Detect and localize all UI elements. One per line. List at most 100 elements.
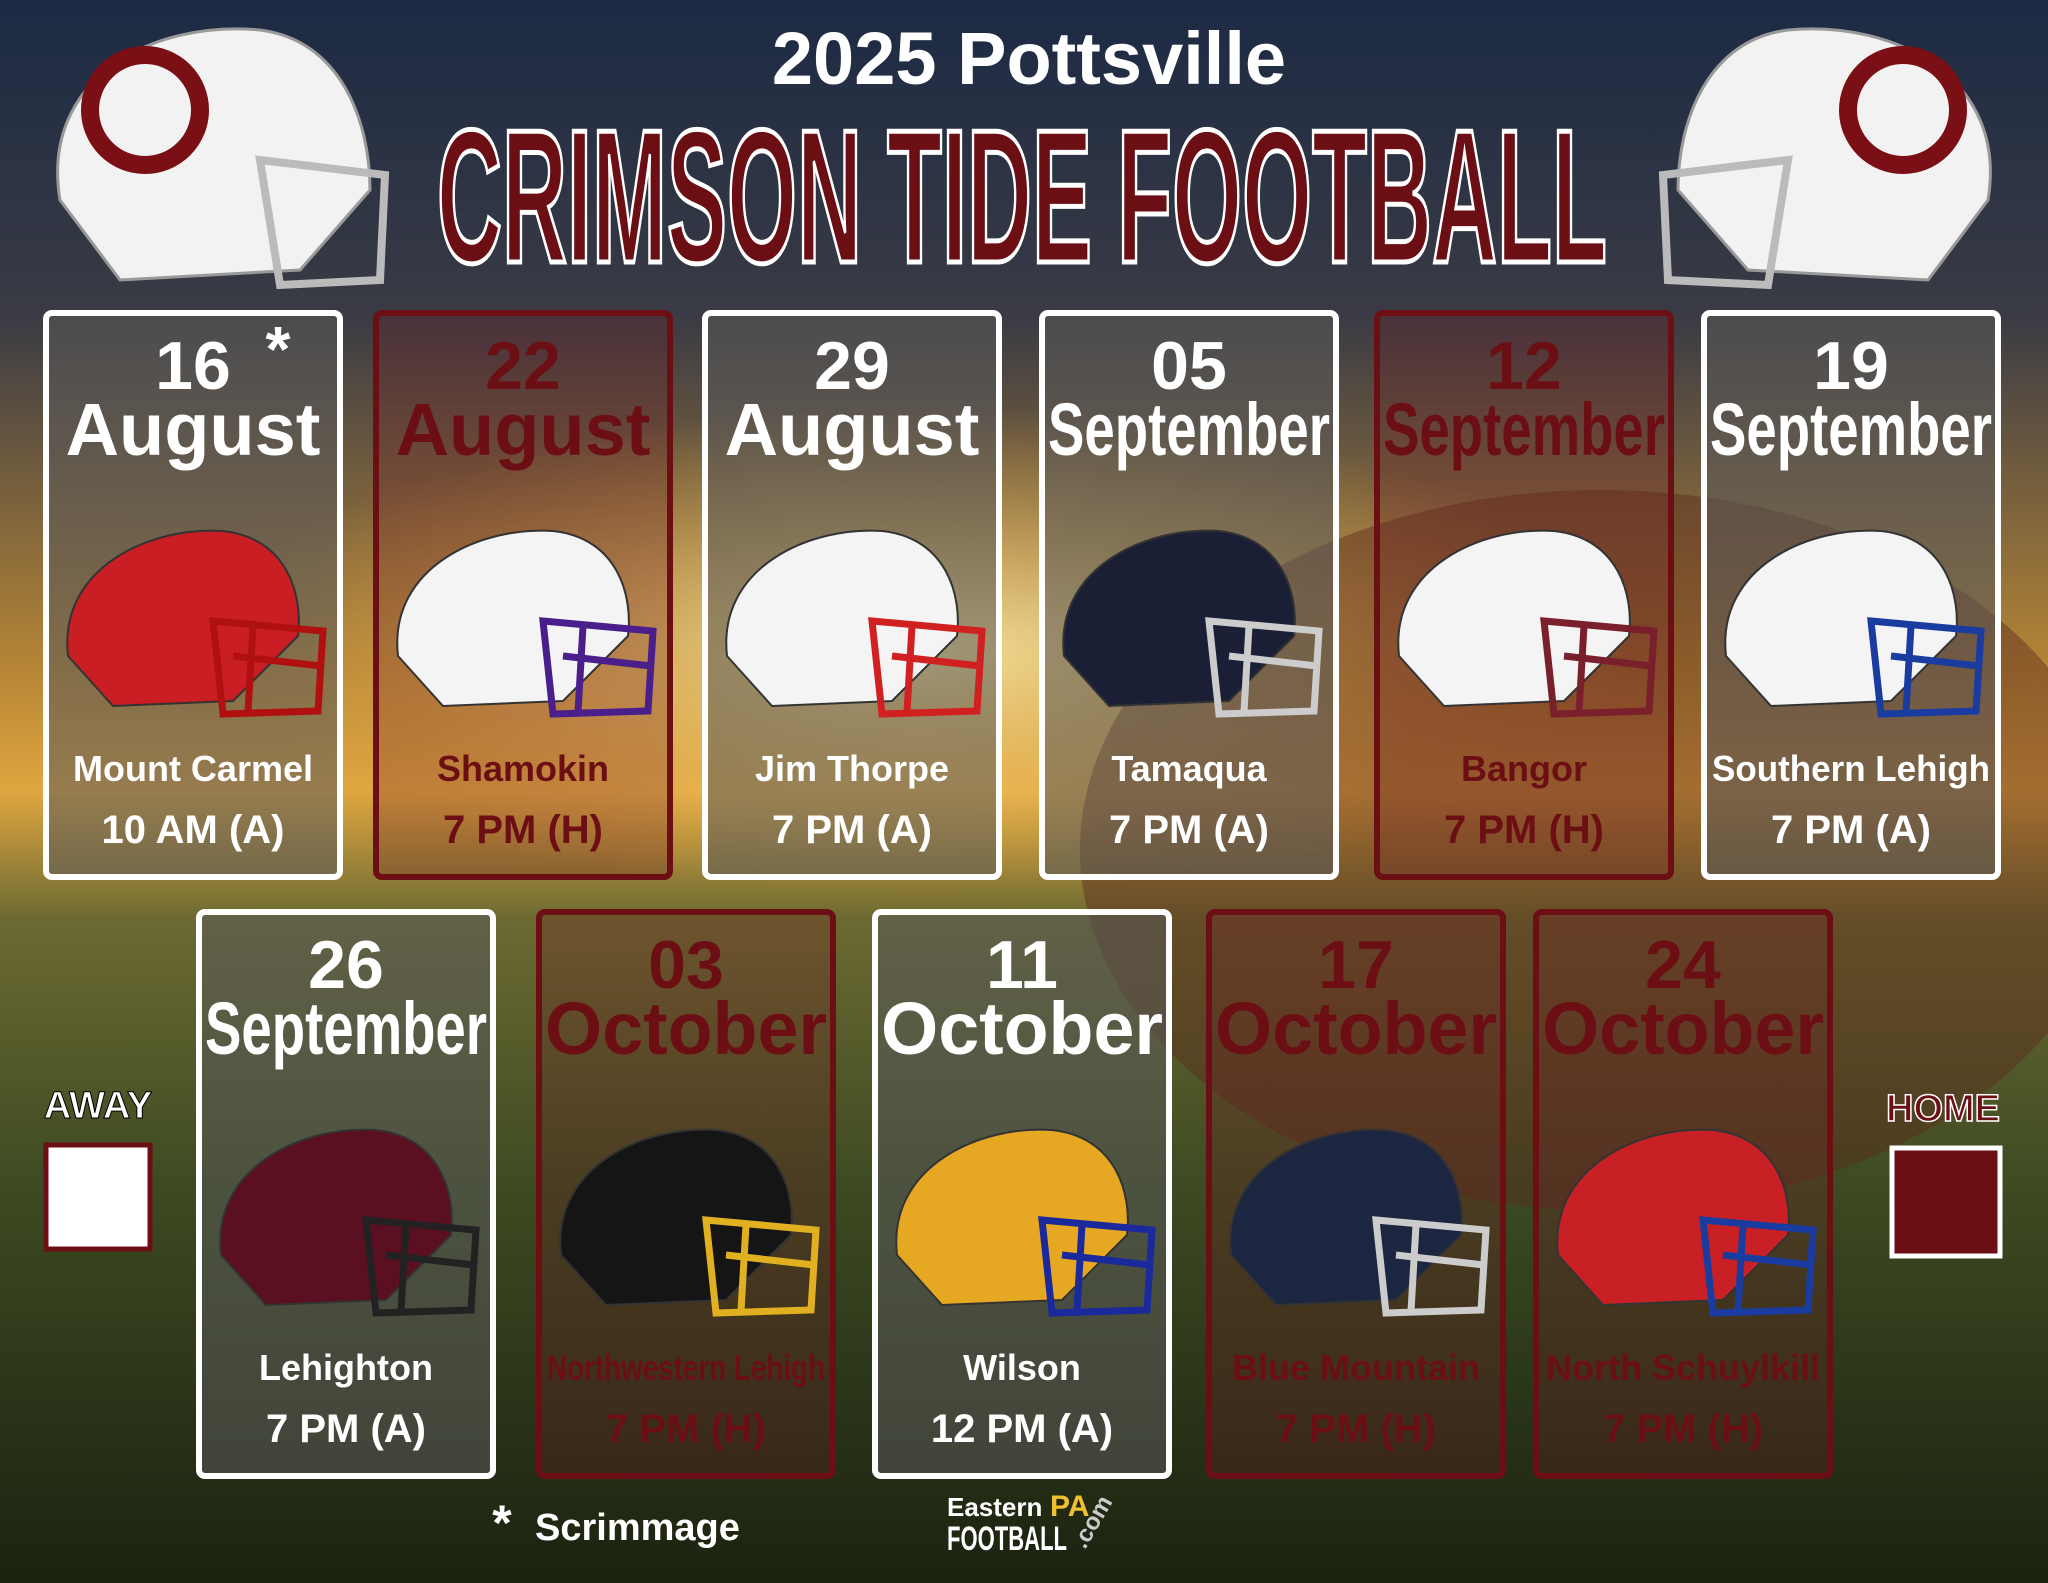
helmet-shell	[66, 529, 300, 708]
logo-text: Eastern	[947, 1492, 1042, 1522]
footnote-text: Scrimmage	[535, 1507, 740, 1549]
card-day: 19	[1813, 328, 1889, 404]
card-time: 7 PM (A)	[1771, 808, 1931, 852]
opponent-helmet	[1062, 529, 1323, 718]
card-time: 12 PM (A)	[931, 1407, 1113, 1451]
opponent-helmet	[1556, 1128, 1817, 1317]
card-month: September	[1710, 388, 1992, 471]
card-month: August	[66, 388, 321, 471]
card-opponent: Tamaqua	[1111, 748, 1267, 789]
card-day: 05	[1151, 328, 1227, 404]
opponent-helmet	[895, 1128, 1156, 1317]
opponent-helmet	[1724, 529, 1985, 718]
title: CRIMSON TIDE FOOTBALL	[437, 91, 1607, 303]
card-day: 03	[648, 927, 724, 1003]
card-time: 7 PM (H)	[1444, 808, 1604, 852]
opponent-helmet	[1229, 1128, 1490, 1317]
card-month: September	[1048, 388, 1330, 471]
card-month: September	[1383, 388, 1665, 471]
card-opponent: Shamokin	[437, 748, 609, 789]
helmet-shell	[1724, 529, 1958, 708]
card-time: 7 PM (H)	[443, 808, 603, 852]
card-month: October	[1542, 987, 1824, 1070]
legend-away-swatch	[43, 1142, 153, 1252]
card-time: 10 AM (A)	[102, 808, 285, 852]
legend-away-label: AWAY	[44, 1085, 152, 1127]
helmet-mask	[1038, 1216, 1156, 1317]
helmet-shell	[559, 1128, 793, 1307]
card-day: 24	[1645, 927, 1721, 1003]
logo-text: FOOTBALL	[947, 1520, 1067, 1558]
opponent-helmet	[1397, 529, 1658, 718]
card-time: 7 PM (H)	[1603, 1407, 1763, 1451]
helmet-mask	[539, 617, 657, 718]
card-day: 29	[814, 328, 890, 404]
footnote-mark: *	[492, 1495, 512, 1551]
card-time: 7 PM (A)	[1109, 808, 1269, 852]
game-card: 16 *August Mount Carmel 10 AM (A)	[43, 310, 343, 880]
helmet-shell	[895, 1128, 1129, 1307]
card-time: 7 PM (H)	[1276, 1407, 1436, 1451]
card-time: 7 PM (A)	[772, 808, 932, 852]
card-month: October	[1215, 987, 1497, 1070]
card-month: August	[396, 388, 651, 471]
team-helmet-left	[56, 27, 390, 290]
card-opponent: Bangor	[1461, 748, 1587, 789]
card-opponent: North Schuylkill	[1546, 1347, 1820, 1388]
opponent-helmet	[396, 529, 657, 718]
card-opponent: Mount Carmel	[73, 748, 313, 789]
card-opponent: Southern Lehigh	[1712, 748, 1990, 789]
card-month: October	[881, 987, 1163, 1070]
card-day: 11	[986, 927, 1058, 1003]
helmet-shell	[1556, 1128, 1790, 1307]
card-opponent: Blue Mountain	[1232, 1347, 1480, 1388]
helmet-shell	[1062, 529, 1296, 708]
card-day: 26	[308, 927, 384, 1003]
helmet-mask	[362, 1216, 480, 1317]
card-month: September	[205, 987, 487, 1070]
opponent-helmet	[219, 1128, 480, 1317]
helmet-shell	[1229, 1128, 1463, 1307]
card-day: 12	[1486, 328, 1562, 404]
card-time: 7 PM (A)	[266, 1407, 426, 1451]
legend-home-swatch	[1889, 1145, 2003, 1259]
helmet-mask	[702, 1216, 820, 1317]
helmet-mask	[1867, 617, 1985, 718]
card-month: August	[725, 388, 980, 471]
subtitle: 2025 Pottsville	[772, 17, 1286, 100]
legend-home-label: HOME	[1886, 1088, 2000, 1130]
helmet-shell	[396, 529, 630, 708]
helmet-shell	[219, 1128, 453, 1307]
opponent-helmet	[66, 529, 327, 718]
card-month: October	[545, 987, 827, 1070]
card-opponent: Northwestern Lehigh	[547, 1347, 825, 1388]
card-day: 22	[485, 328, 561, 404]
card-opponent: Wilson	[963, 1347, 1081, 1388]
helmet-mask	[1540, 617, 1658, 718]
helmet-mask	[1699, 1216, 1817, 1317]
helmet-shell	[1397, 529, 1631, 708]
card-time: 7 PM (H)	[606, 1407, 766, 1451]
opponent-helmet	[725, 529, 986, 718]
card-opponent: Lehighton	[259, 1347, 433, 1388]
helmet-mask	[1205, 617, 1323, 718]
logo: Eastern PA FOOTBALL .com	[947, 1490, 1118, 1558]
helmet-mask	[1372, 1216, 1490, 1317]
helmet-mask	[868, 617, 986, 718]
team-helmet-right	[1658, 27, 1992, 290]
card-opponent: Jim Thorpe	[755, 748, 949, 789]
card-mark: *	[266, 313, 291, 385]
opponent-helmet	[559, 1128, 820, 1317]
